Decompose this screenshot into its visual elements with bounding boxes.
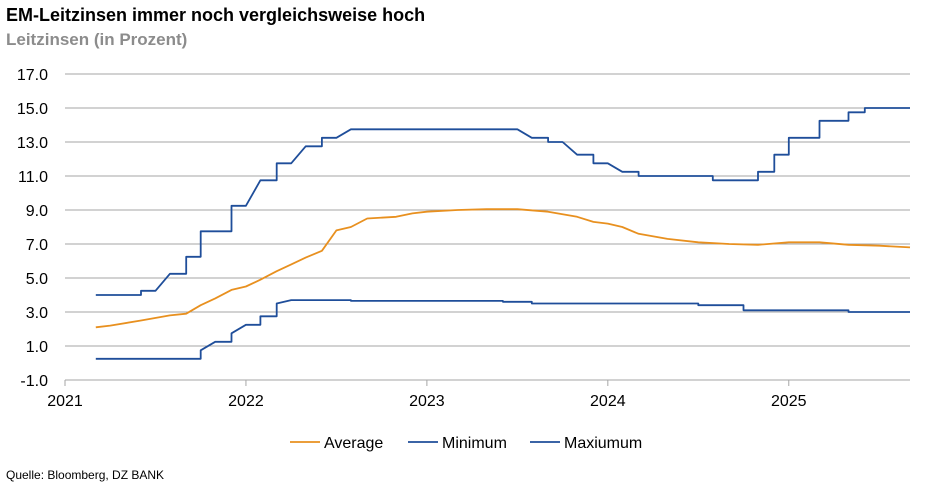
y-tick-label: 13.0 [17,135,48,152]
series-line-maxiumum [95,107,910,296]
x-tick-label: 2025 [771,393,807,410]
y-tick-label: 5.0 [26,271,48,288]
y-tick-label: -1.0 [20,373,48,390]
series-line-minimum [95,299,910,360]
legend-label-minimum: Minimum [442,435,507,452]
y-tick-label: 11.0 [18,169,48,186]
series-line-average [95,208,911,329]
y-tick-label: 9.0 [26,203,48,220]
source-note: Quelle: Bloomberg, DZ BANK [6,468,165,482]
y-tick-label: 1.0 [26,339,48,356]
chart-title: EM-Leitzinsen immer noch vergleichsweise… [6,5,426,25]
legend-label-maxiumum: Maxiumum [564,435,642,452]
chart-subtitle: Leitzinsen (in Prozent) [6,30,188,49]
x-tick-label: 2024 [590,393,626,410]
y-tick-label: 15.0 [17,101,48,118]
x-tick-label: 2022 [228,393,264,410]
x-tick-label: 2023 [409,393,445,410]
legend-label-average: Average [324,435,383,452]
y-tick-label: 7.0 [26,237,48,254]
x-tick-label: 2021 [47,393,83,410]
y-tick-label: 17.0 [17,67,48,84]
y-tick-label: 3.0 [26,305,48,322]
